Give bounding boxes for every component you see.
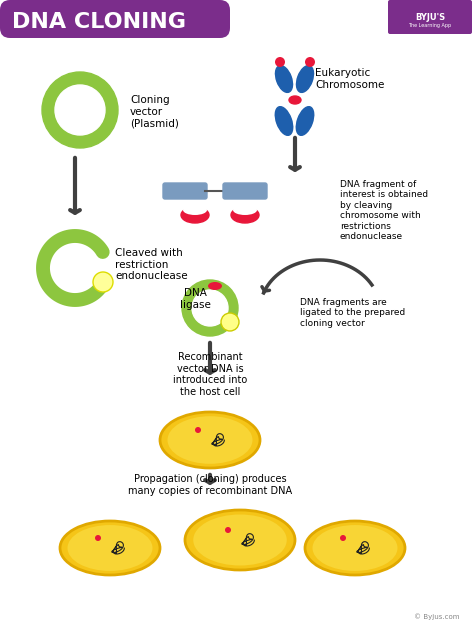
Ellipse shape (183, 205, 207, 215)
Text: Recombinant
vector DNA is
introduced into
the host cell: Recombinant vector DNA is introduced int… (173, 352, 247, 397)
Text: Propagation (cloning) produces
many copies of recombinant DNA: Propagation (cloning) produces many copi… (128, 474, 292, 495)
FancyBboxPatch shape (388, 0, 472, 34)
Circle shape (192, 434, 204, 446)
Circle shape (225, 527, 231, 533)
Ellipse shape (305, 521, 405, 575)
Ellipse shape (296, 65, 313, 92)
Circle shape (42, 72, 118, 148)
Circle shape (222, 534, 234, 546)
Ellipse shape (193, 514, 287, 565)
Circle shape (192, 290, 228, 326)
Circle shape (88, 538, 108, 558)
Circle shape (337, 542, 349, 554)
Ellipse shape (275, 65, 292, 92)
Circle shape (182, 280, 238, 336)
Ellipse shape (160, 412, 260, 468)
Circle shape (55, 85, 105, 135)
Text: The Learning App: The Learning App (409, 23, 452, 28)
Text: BYJU'S: BYJU'S (415, 13, 445, 21)
Ellipse shape (312, 525, 398, 571)
Circle shape (195, 427, 201, 433)
Circle shape (333, 538, 353, 558)
Text: DNA
ligase: DNA ligase (180, 288, 210, 310)
Circle shape (340, 535, 346, 541)
Text: Cleaved with
restriction
endonuclease: Cleaved with restriction endonuclease (115, 248, 188, 281)
Ellipse shape (185, 510, 295, 570)
Circle shape (92, 542, 104, 554)
Text: Eukaryotic
Chromosome: Eukaryotic Chromosome (315, 68, 384, 90)
Text: DNA fragments are
ligated to the prepared
cloning vector: DNA fragments are ligated to the prepare… (300, 298, 405, 328)
Ellipse shape (233, 205, 257, 215)
Text: © Byjus.com: © Byjus.com (414, 614, 460, 620)
Ellipse shape (67, 525, 153, 571)
Text: Cloning
vector
(Plasmid): Cloning vector (Plasmid) (130, 95, 179, 128)
Circle shape (95, 535, 101, 541)
Ellipse shape (181, 207, 209, 223)
Circle shape (221, 313, 239, 331)
Ellipse shape (275, 107, 293, 135)
Circle shape (93, 272, 113, 292)
Circle shape (188, 430, 208, 450)
Ellipse shape (167, 416, 253, 464)
Circle shape (275, 57, 285, 67)
Text: DNA CLONING: DNA CLONING (12, 12, 186, 32)
Circle shape (218, 530, 238, 550)
Circle shape (305, 57, 315, 67)
FancyBboxPatch shape (163, 183, 207, 199)
Ellipse shape (296, 107, 314, 135)
Text: DNA fragment of
interest is obtained
by cleaving
chromosome with
restrictions
en: DNA fragment of interest is obtained by … (340, 180, 428, 241)
Ellipse shape (60, 521, 160, 575)
Ellipse shape (231, 207, 259, 223)
Ellipse shape (208, 282, 222, 290)
Ellipse shape (289, 96, 301, 104)
FancyBboxPatch shape (0, 0, 230, 38)
FancyBboxPatch shape (223, 183, 267, 199)
